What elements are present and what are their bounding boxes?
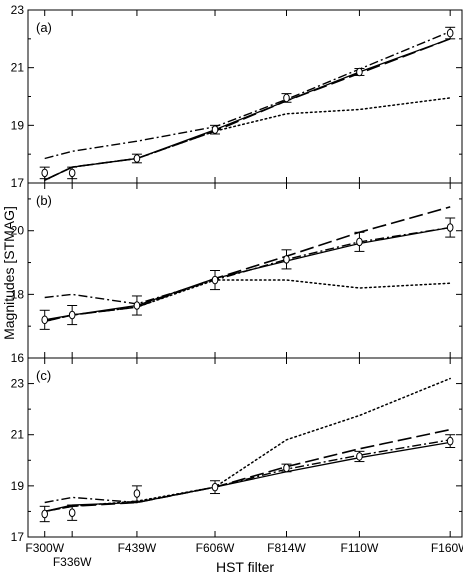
observed-point bbox=[67, 166, 78, 180]
observed-point bbox=[131, 153, 142, 164]
panel-3: 17 19 21 23 (c) bbox=[11, 357, 463, 544]
data-marker bbox=[211, 482, 219, 492]
x-tick-label: F336W bbox=[53, 555, 92, 569]
data-marker bbox=[283, 93, 290, 103]
x-axis-title: HST filter bbox=[216, 559, 274, 575]
x-tick-label: F606W bbox=[196, 541, 235, 555]
data-marker bbox=[211, 275, 219, 285]
series-dotted-line bbox=[43, 377, 451, 513]
data-marker bbox=[41, 168, 49, 178]
series-dash-dot-line bbox=[44, 439, 451, 504]
x-tick-label: F110W bbox=[341, 541, 379, 555]
series-dotted-line bbox=[43, 97, 451, 181]
y-tick-label: 19 bbox=[11, 118, 25, 132]
data-marker bbox=[68, 168, 76, 178]
panel-label: (c) bbox=[36, 368, 51, 383]
data-marker bbox=[133, 301, 141, 310]
y-tick-label: 17 bbox=[11, 530, 25, 544]
y-tick-label: 23 bbox=[11, 3, 25, 17]
series-solid-line bbox=[44, 38, 451, 181]
observed-point bbox=[67, 504, 78, 521]
y-tick-label: 17 bbox=[11, 176, 25, 190]
y-tick-label: 16 bbox=[11, 351, 25, 365]
data-marker bbox=[133, 154, 141, 163]
observed-point bbox=[354, 231, 365, 252]
observed-point bbox=[210, 270, 221, 291]
data-marker bbox=[356, 452, 363, 461]
data-marker bbox=[283, 255, 290, 264]
data-marker bbox=[356, 237, 363, 247]
observed-point bbox=[210, 124, 221, 135]
data-marker bbox=[41, 315, 49, 325]
series-solid-line bbox=[44, 226, 451, 321]
data-marker bbox=[41, 509, 49, 519]
y-tick-label: 19 bbox=[11, 479, 25, 493]
observed-point bbox=[445, 434, 456, 448]
x-tick-label: F300W bbox=[25, 541, 64, 555]
y-tick-label: 18 bbox=[11, 287, 25, 301]
data-marker bbox=[356, 67, 363, 77]
observed-point bbox=[281, 463, 292, 473]
observed-point bbox=[281, 249, 292, 270]
y-axis-title: Magnitudes [STMAG] bbox=[1, 206, 17, 340]
data-marker bbox=[446, 223, 454, 232]
series-long-dash-line bbox=[44, 428, 451, 513]
y-tick-label: 21 bbox=[11, 61, 25, 75]
x-tick-label: F814W bbox=[267, 541, 306, 555]
panel-label: (a) bbox=[36, 20, 52, 35]
observed-point bbox=[67, 305, 78, 326]
series-long-dash-line bbox=[44, 38, 451, 181]
y-tick-label: 21 bbox=[11, 428, 25, 442]
data-marker bbox=[68, 310, 76, 320]
data-marker bbox=[211, 125, 219, 134]
series-long-dash-line bbox=[44, 206, 451, 323]
data-marker bbox=[133, 489, 141, 498]
y-tick-label: 20 bbox=[11, 224, 25, 238]
observed-point bbox=[39, 505, 50, 523]
observed-point bbox=[131, 485, 142, 502]
data-marker bbox=[68, 508, 76, 518]
data-marker bbox=[446, 28, 454, 38]
observed-point bbox=[445, 217, 456, 238]
panel-label: (b) bbox=[36, 193, 52, 208]
panel-frame bbox=[27, 357, 463, 538]
x-tick-label: F439W bbox=[118, 541, 157, 555]
x-tick-label: F160W bbox=[431, 541, 463, 555]
observed-point bbox=[354, 450, 365, 463]
data-marker bbox=[283, 463, 290, 473]
series-dotted-line bbox=[43, 279, 451, 323]
data-marker bbox=[446, 436, 454, 446]
panel-2: 16 18 20 (b) bbox=[11, 182, 463, 365]
series-dash-dot-line bbox=[44, 30, 451, 160]
observed-point bbox=[39, 309, 50, 330]
y-tick-label: 23 bbox=[11, 377, 25, 391]
observed-point bbox=[445, 26, 456, 40]
observed-point bbox=[131, 295, 142, 316]
panel-frame bbox=[27, 9, 463, 184]
observed-point bbox=[39, 166, 50, 180]
panel-1: 17 19 21 23 (a) bbox=[11, 3, 463, 190]
observed-point bbox=[354, 67, 365, 77]
series-dash-dot-line bbox=[44, 226, 451, 305]
series-solid-line bbox=[44, 441, 451, 513]
observed-point bbox=[281, 93, 292, 103]
observed-point bbox=[210, 480, 221, 495]
